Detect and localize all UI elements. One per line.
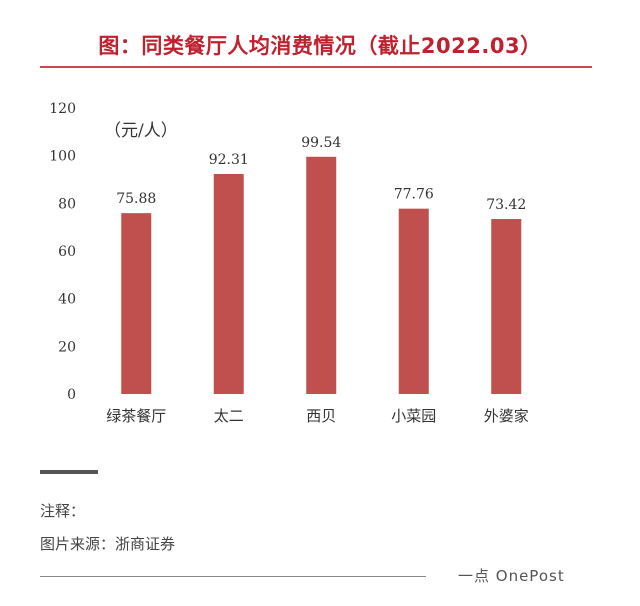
y-tick-label: 0 xyxy=(67,387,76,403)
y-tick-label: 60 xyxy=(58,244,76,260)
x-tick-label: 外婆家 xyxy=(484,407,529,425)
y-tick-label: 80 xyxy=(58,196,76,212)
x-tick-label: 西贝 xyxy=(306,407,336,425)
title-divider xyxy=(40,66,592,68)
bar xyxy=(491,219,522,394)
bar xyxy=(306,156,337,394)
bar xyxy=(121,213,152,394)
data-label: 92.31 xyxy=(209,152,249,168)
brand-logo-text: 一点 OnePost xyxy=(458,567,565,585)
chart-title: 图：同类餐厅人均消费情况（截止2022.03） xyxy=(98,34,542,58)
x-tick-label: 绿茶餐厅 xyxy=(106,407,166,425)
y-tick-label: 120 xyxy=(49,101,76,117)
y-tick-label: 20 xyxy=(58,339,76,355)
y-tick-label: 100 xyxy=(49,149,76,165)
data-label: 99.54 xyxy=(301,135,341,151)
section-divider xyxy=(40,470,98,474)
y-tick-label: 40 xyxy=(58,292,76,308)
bar xyxy=(213,173,244,394)
source-label: 图片来源：浙商证券 xyxy=(40,535,176,553)
note-label: 注释： xyxy=(40,502,86,520)
footer-divider xyxy=(40,576,426,577)
x-tick-label: 太二 xyxy=(214,407,244,425)
data-label: 77.76 xyxy=(394,187,434,203)
y-unit-label: （元/人） xyxy=(104,121,178,141)
bar xyxy=(398,208,429,394)
data-label: 75.88 xyxy=(116,191,156,207)
data-label: 73.42 xyxy=(486,197,526,213)
x-tick-label: 小菜园 xyxy=(391,407,436,425)
bar-chart: 0 20 40 60 80 100 120 75.88 绿茶餐厅 92.31 太二 99.54 西贝 77… xyxy=(49,101,529,425)
